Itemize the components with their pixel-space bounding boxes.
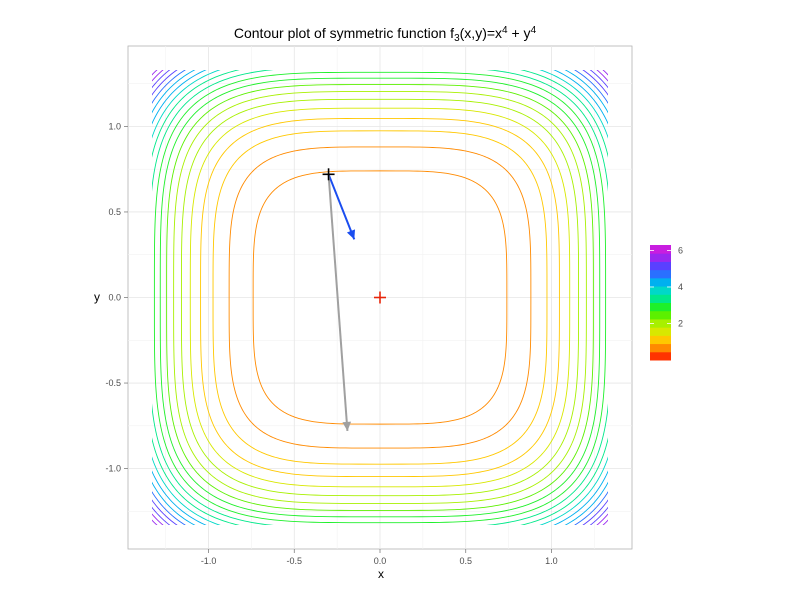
legend-tick-label: 4 xyxy=(678,282,683,292)
color-legend: 2 4 6 xyxy=(650,245,683,361)
plot-panel xyxy=(127,45,633,550)
gradient-step-blue-head xyxy=(346,229,356,240)
legend-swatch xyxy=(650,253,671,262)
contour-level xyxy=(212,130,548,465)
legend-tick-label: 6 xyxy=(678,245,683,255)
title-plus: + y xyxy=(508,25,531,41)
marker-minimum xyxy=(374,291,386,304)
contour-level xyxy=(152,69,608,526)
title-middle: (x,y)=x xyxy=(460,25,502,41)
y-tick-label: -0.5 xyxy=(105,378,121,388)
x-tick-label: 1.0 xyxy=(545,556,558,566)
contour-level xyxy=(173,91,587,504)
contour-level xyxy=(189,107,571,488)
y-tick-label: 1.0 xyxy=(108,121,121,131)
x-tick-label: 0.5 xyxy=(459,556,472,566)
contour-level xyxy=(252,170,508,425)
y-axis-title: y xyxy=(94,290,100,304)
x-axis: -1.0 -0.5 0.0 0.5 1.0 xyxy=(201,549,558,566)
gradient-step-gray-head xyxy=(342,421,352,431)
chart-title: Contour plot of symmetric function f3(x,… xyxy=(234,25,537,44)
legend-swatch xyxy=(650,269,671,279)
legend-tick-label: 2 xyxy=(678,318,683,328)
y-tick-label: 0.5 xyxy=(108,207,121,217)
contour-level xyxy=(152,69,608,526)
legend-swatch xyxy=(650,327,671,336)
y-axis: -1.0 -0.5 0.0 0.5 1.0 xyxy=(105,121,128,474)
x-axis-title: x xyxy=(378,567,384,581)
contour-lines xyxy=(152,69,608,526)
legend-swatch xyxy=(650,261,671,271)
contour-level xyxy=(200,117,560,478)
legend-swatch xyxy=(650,286,671,295)
title-subscript: 3 xyxy=(454,33,460,44)
legend-swatch xyxy=(650,245,671,254)
title-superscript-2: 4 xyxy=(531,25,537,36)
gradient-step-gray-shaft xyxy=(327,174,349,432)
marker-start xyxy=(322,168,335,181)
contour-level xyxy=(153,71,607,524)
contour-level xyxy=(166,84,594,511)
x-tick-label: -0.5 xyxy=(287,556,303,566)
x-tick-label: 0.0 xyxy=(374,556,387,566)
legend-swatch xyxy=(650,294,671,303)
legend-swatch xyxy=(650,335,671,345)
contour-level xyxy=(180,98,580,497)
gradient-step-blue-shaft xyxy=(327,173,356,240)
legend-swatch xyxy=(650,277,671,287)
title-main: Contour plot of symmetric function f xyxy=(234,25,454,41)
legend-swatch xyxy=(650,302,671,312)
title-superscript-1: 4 xyxy=(502,25,508,36)
contour-level xyxy=(152,69,608,526)
contour-level xyxy=(228,146,532,449)
legend-swatch xyxy=(650,351,671,361)
contour-level xyxy=(159,77,601,518)
y-tick-label: -1.0 xyxy=(105,464,121,474)
legend-swatch xyxy=(650,343,671,353)
y-tick-label: 0.0 xyxy=(108,293,121,303)
x-tick-label: -1.0 xyxy=(201,556,217,566)
legend-swatch xyxy=(650,318,671,328)
legend-swatch xyxy=(650,310,671,320)
